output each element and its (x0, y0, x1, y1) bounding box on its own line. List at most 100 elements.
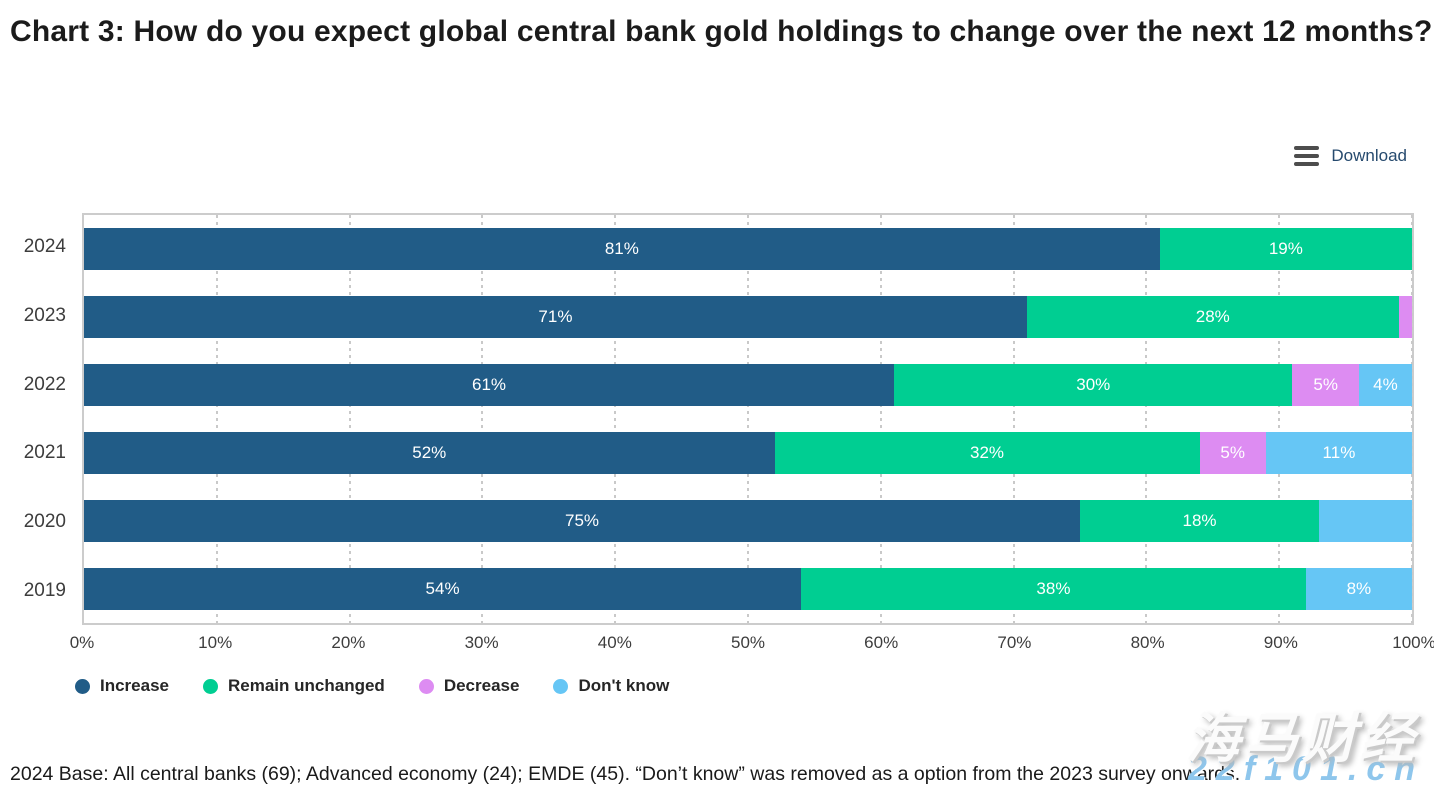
y-axis: 2024 2023 2022 2021 2020 2019 (0, 213, 66, 625)
watermark-text: 海马财经 (1186, 709, 1418, 769)
legend-item-increase[interactable]: Increase (75, 676, 169, 696)
bar-segment-increase: 54% (84, 568, 802, 610)
bar-segment-remain-unchanged: 32% (774, 432, 1200, 474)
bar-segment-don-t-know (1319, 500, 1412, 542)
gridline (879, 215, 882, 623)
chart-title: Chart 3: How do you expect global centra… (10, 15, 1433, 48)
bar-value-label: 5% (1220, 443, 1245, 462)
bar-value-label: 61% (472, 375, 507, 394)
bar-value-label: 71% (538, 307, 573, 326)
stacked-bar: 52% 32% 5% 11% (84, 432, 1412, 474)
y-axis-label: 2023 (23, 305, 66, 326)
bar-value-label: 11% (1322, 443, 1356, 462)
bar-segment-don-t-know: 11% (1265, 432, 1412, 474)
bar-row-2020: 75% 18% (84, 487, 1412, 555)
bar-segment-increase: 52% (84, 432, 775, 474)
bar-segment-decrease (1398, 296, 1412, 338)
y-axis-label: 2022 (23, 373, 66, 395)
y-axis-label: 2021 (23, 442, 66, 464)
bar-value-label: 81% (604, 239, 639, 258)
y-axis-label: 2020 (23, 511, 66, 533)
x-axis-label: 80% (1130, 633, 1165, 652)
y-axis-label: 2019 (23, 579, 66, 601)
gridline (614, 215, 617, 623)
bar-value-label: 52% (412, 443, 447, 462)
gridline (1411, 215, 1413, 623)
bar-value-label: 4% (1373, 375, 1398, 394)
x-axis-label: 100% (1392, 633, 1434, 652)
bar-segment-don-t-know: 4% (1358, 364, 1412, 406)
legend-label: Remain unchanged (228, 676, 385, 695)
gridline (747, 215, 749, 623)
legend-marker (553, 678, 569, 694)
bar-value-label: 8% (1346, 579, 1372, 598)
gridline (215, 215, 218, 623)
bar-segment-increase: 81% (84, 228, 1160, 270)
bar-value-label: 30% (1076, 375, 1111, 394)
legend-item-don-t-know[interactable]: Don't know (553, 676, 669, 696)
x-axis-label: 40% (597, 633, 632, 652)
y-axis-band: 2021 (0, 419, 66, 488)
plot-area: 81% 19% 71% 28% 61% 30% 5% 4% 52% 32% 5% 11% 75% 18% 5… (82, 213, 1414, 625)
legend-label: Don't know (578, 676, 670, 695)
gridline (1012, 215, 1015, 623)
bar-row-2021: 52% 32% 5% 11% (84, 419, 1412, 487)
bar-segment-don-t-know: 8% (1305, 568, 1412, 610)
gridline (1278, 215, 1281, 623)
bar-value-label: 32% (970, 443, 1005, 462)
legend-label: Increase (100, 676, 169, 695)
x-axis-label: 90% (1263, 633, 1298, 652)
y-axis-band: 2020 (0, 488, 66, 557)
legend-item-decrease[interactable]: Decrease (418, 676, 520, 696)
bar-value-label: 54% (425, 579, 460, 598)
x-axis-label: 10% (198, 633, 233, 652)
x-axis-label: 20% (331, 633, 366, 652)
legend-label: Decrease (443, 676, 520, 695)
bar-segment-remain-unchanged: 19% (1159, 228, 1412, 270)
gridline (481, 215, 484, 623)
y-axis-band: 2024 (0, 213, 66, 282)
download-label: Download (1331, 146, 1407, 165)
bar-segment-remain-unchanged: 28% (1026, 296, 1399, 338)
y-axis-band: 2023 (0, 282, 66, 351)
bar-segment-remain-unchanged: 38% (801, 568, 1306, 610)
legend-marker (75, 678, 90, 694)
bar-row-2023: 71% 28% (84, 283, 1412, 351)
legend-marker (203, 678, 218, 694)
x-axis-label: 30% (464, 633, 499, 652)
x-axis-label: 60% (864, 633, 899, 652)
footer-note: 2024 Base: All central banks (69); Advan… (10, 763, 1241, 785)
bar-value-label: 28% (1195, 307, 1230, 326)
bar-segment-increase: 61% (84, 364, 895, 406)
legend-marker (418, 678, 434, 694)
stacked-bar: 75% 18% (84, 500, 1412, 542)
bar-segment-remain-unchanged: 18% (1080, 500, 1320, 542)
stacked-bar: 61% 30% 5% 4% (84, 364, 1412, 406)
stacked-bar: 71% 28% (84, 296, 1412, 338)
gridline (1145, 215, 1148, 623)
bar-value-label: 19% (1268, 239, 1303, 258)
bar-value-label: 5% (1313, 375, 1338, 394)
y-axis-label: 2024 (23, 236, 66, 258)
x-axis-label: 70% (997, 633, 1032, 652)
stacked-bar: 54% 38% 8% (84, 568, 1412, 610)
bar-row-2019: 54% 38% 8% (84, 555, 1412, 623)
download-button[interactable]: Download (1294, 146, 1407, 166)
bar-value-label: 75% (564, 511, 600, 530)
bar-value-label: 18% (1182, 511, 1217, 530)
bar-row-2022: 61% 30% 5% 4% (84, 351, 1412, 419)
bar-value-label: 38% (1036, 579, 1071, 598)
gridline (348, 215, 351, 623)
bar-segment-remain-unchanged: 30% (894, 364, 1293, 406)
bar-segment-decrease: 5% (1199, 432, 1266, 474)
x-axis-label: 0% (69, 633, 95, 652)
x-axis: 0% 10% 20% 30% 40% 50% 60% 70% 80% 90% 100% (70, 633, 1434, 659)
bar-segment-increase: 75% (84, 500, 1080, 542)
hamburger-menu-icon (1294, 146, 1320, 166)
x-axis-label: 50% (730, 633, 766, 652)
legend-item-remain-unchanged[interactable]: Remain unchanged (203, 676, 385, 696)
stacked-bar: 81% 19% (84, 228, 1412, 270)
legend: Increase Remain unchanged Decrease Don't kn… (75, 676, 669, 696)
y-axis-band: 2019 (0, 556, 66, 625)
